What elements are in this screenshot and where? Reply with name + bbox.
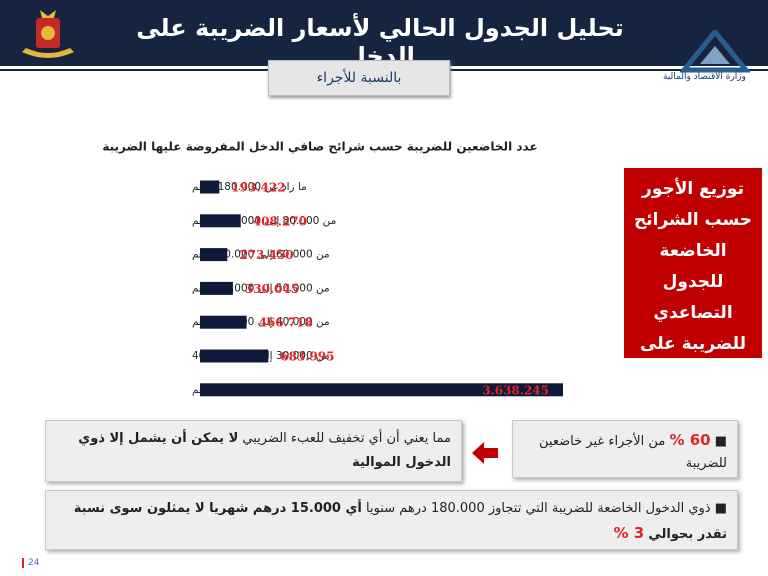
arrow: [472, 442, 498, 464]
bar: [200, 349, 269, 363]
note-highlight: 60 %: [669, 431, 711, 449]
bar: [200, 281, 233, 295]
tab: بالنسبة للأجراء: [268, 60, 450, 96]
note-highlight: 3 %: [613, 524, 645, 542]
ministry-logo: [680, 30, 750, 73]
note-right: ■ 60 % من الأجراء غير خاضعين للضريبة: [512, 420, 738, 478]
side-box: توزيع الأجور حسب الشرائح الخاضعة للجدول …: [624, 168, 762, 385]
note-bold: أي 15.000 درهم شهريا لا يمثلون سوى نسبة …: [73, 501, 727, 542]
bar: [200, 248, 228, 262]
category-label: ما زاد عن 180.000 درهم: [192, 181, 307, 193]
value-label: 683.995: [280, 350, 334, 364]
value-label: 330.045: [245, 282, 299, 296]
bar: [200, 383, 563, 397]
bar: [200, 214, 241, 228]
value-label: 466.718: [259, 316, 313, 330]
note-left: مما يعني أن أي تخفيف للعبء الضريبي لا يم…: [45, 420, 462, 482]
chart: عدد الخاضعين للضريبة حسب شرائح صافي الدخ…: [102, 140, 563, 397]
bar: [200, 180, 220, 194]
note-text: مما يعني أن أي تخفيف للعبء الضريبي: [242, 431, 451, 446]
note-text: من الأجراء غير خاضعين للضريبة: [539, 434, 727, 471]
value-label: 3.638.245: [482, 383, 549, 397]
value-label: 273.450: [239, 248, 293, 262]
chart-title: عدد الخاضعين للضريبة حسب شرائح صافي الدخ…: [102, 140, 537, 155]
value-label: 193.422: [231, 181, 285, 195]
bar: [200, 315, 247, 329]
page-number: 24: [22, 558, 39, 568]
note-text: ذوي الدخول الخاضعة للضريبة التي تتجاوز 1…: [366, 501, 711, 516]
ministry-name: وزارة الاقتصاد والمالية: [663, 72, 746, 82]
emblem: [22, 10, 74, 58]
note-bold: لا يمكن أن يشمل إلا ذوي الدخول الموالية: [78, 431, 451, 470]
note-bottom: ■ ذوي الدخول الخاضعة للضريبة التي تتجاوز…: [45, 490, 738, 550]
value-label: 408.270: [253, 214, 307, 228]
